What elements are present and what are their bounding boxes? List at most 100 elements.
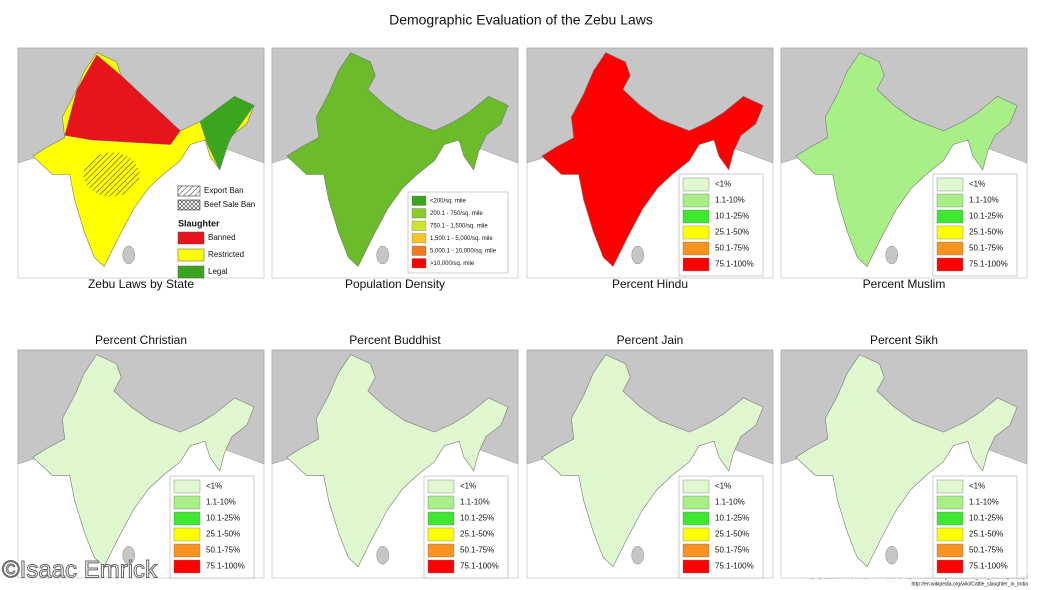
credit-line: http://en.wikipedia.org/wiki/Cattle_slau… (912, 581, 1029, 587)
legend-label: <1% (206, 482, 222, 491)
legend-label: >10,000/sq. mile (430, 261, 475, 267)
india-outline (795, 52, 1018, 267)
legend-label: 75.1-100% (969, 562, 1008, 571)
hatch-swatch (177, 199, 201, 211)
legend-swatch (682, 527, 710, 542)
panel-caption: Percent Muslim (863, 277, 946, 291)
sri-lanka (631, 245, 644, 265)
legend-swatch (682, 479, 710, 494)
panel-caption: Percent Jain (617, 333, 684, 347)
legend-label: 750.1 - 1,500/sq. mile (430, 223, 488, 229)
legend-label: Legal (208, 267, 228, 276)
legend-swatch (936, 559, 964, 574)
legend-swatch (936, 241, 964, 256)
sri-lanka (122, 245, 135, 265)
legend-label: 75.1-100% (715, 562, 754, 571)
map-panel (526, 349, 774, 579)
legend-swatch (682, 559, 710, 574)
legend-label: 25.1-50% (715, 228, 749, 237)
legend-swatch (427, 479, 455, 494)
legend-label: Export Ban (204, 186, 244, 195)
legend-swatch (173, 559, 201, 574)
legend-label: <1% (460, 482, 476, 491)
legend-swatch (936, 543, 964, 558)
panel-caption: Zebu Laws by State (88, 277, 194, 291)
hatch-swatch (177, 185, 201, 197)
legend-swatch (411, 245, 427, 256)
legend-label: 10.1-25% (715, 212, 749, 221)
legend-heading: Slaughter (178, 218, 220, 228)
legend-swatch (411, 233, 427, 244)
legend-label: 10.1-25% (969, 212, 1003, 221)
legend-label: 1.1-10% (715, 498, 745, 507)
legend-swatch (427, 495, 455, 510)
legend-swatch (173, 527, 201, 542)
legend-swatch (682, 225, 710, 240)
legend-label: 75.1-100% (460, 562, 499, 571)
india-outline (286, 354, 509, 568)
legend-swatch (936, 225, 964, 240)
legend-label: 10.1-25% (715, 514, 749, 523)
legend-label: 50.1-75% (969, 244, 1003, 253)
legend-swatch (173, 479, 201, 494)
map-panel (17, 47, 265, 279)
india-outline (286, 52, 509, 267)
legend-swatch (682, 177, 710, 192)
legend-label: 10.1-25% (460, 514, 494, 523)
panel-caption: Percent Christian (95, 333, 187, 347)
legend-label: 25.1-50% (460, 530, 494, 539)
legend-label: 25.1-50% (969, 228, 1003, 237)
legend-swatch (682, 241, 710, 256)
legend-label: <1% (715, 180, 731, 189)
legend-label: 50.1-75% (969, 546, 1003, 555)
figure-title: Demographic Evaluation of the Zebu Laws (389, 12, 653, 28)
legend-label: 50.1-75% (715, 546, 749, 555)
legend-label: 10.1-25% (206, 514, 240, 523)
legend-swatch (936, 177, 964, 192)
legend-swatch (682, 495, 710, 510)
india-outline (541, 52, 764, 267)
legend-swatch (427, 527, 455, 542)
sri-lanka (631, 545, 644, 565)
legend-label: 25.1-50% (206, 530, 240, 539)
legend-swatch (173, 511, 201, 526)
legend-label: 1.1-10% (460, 498, 490, 507)
legend-label: 50.1-75% (206, 546, 240, 555)
legend-swatch (936, 479, 964, 494)
legend-label: 200.1 - 750/sq. mile (430, 211, 483, 217)
export-ban-region (83, 152, 140, 197)
legend-swatch (427, 543, 455, 558)
legend-swatch (411, 208, 427, 219)
legend-label: <1% (969, 482, 985, 491)
legend-label: 75.1-100% (969, 260, 1008, 269)
legend-label: Beef Sale Ban (204, 200, 255, 209)
legend-label: 1.1-10% (715, 196, 745, 205)
legend-swatch (173, 543, 201, 558)
panel-caption: Population Density (345, 277, 445, 291)
panel-caption: Percent Buddhist (349, 333, 441, 347)
legend-swatch (177, 231, 205, 245)
panel-caption: Percent Hindu (612, 277, 688, 291)
legend-swatch (936, 257, 964, 272)
legend-label: <1% (969, 180, 985, 189)
legend-label: 25.1-50% (715, 530, 749, 539)
legend-swatch (936, 193, 964, 208)
legend-label: Restricted (208, 250, 244, 259)
banned-region (64, 54, 181, 145)
legend-swatch (173, 495, 201, 510)
legend-label: 10.1-25% (969, 514, 1003, 523)
sri-lanka (885, 245, 898, 265)
legend-label: 1,500.1 - 5,000/sq. mile (430, 236, 493, 242)
sri-lanka (376, 545, 389, 565)
legend-label: 5,000.1 - 10,000/sq. mile (430, 248, 497, 254)
legend-label: 75.1-100% (206, 562, 245, 571)
watermark: ©Isaac Emrick (2, 556, 158, 583)
map-panel (780, 349, 1028, 579)
legend-swatch (682, 193, 710, 208)
legend-swatch (427, 511, 455, 526)
legend-label: 1.1-10% (969, 196, 999, 205)
legend-swatch (177, 248, 205, 262)
legend-label: 1.1-10% (969, 498, 999, 507)
map-panel (271, 47, 519, 279)
